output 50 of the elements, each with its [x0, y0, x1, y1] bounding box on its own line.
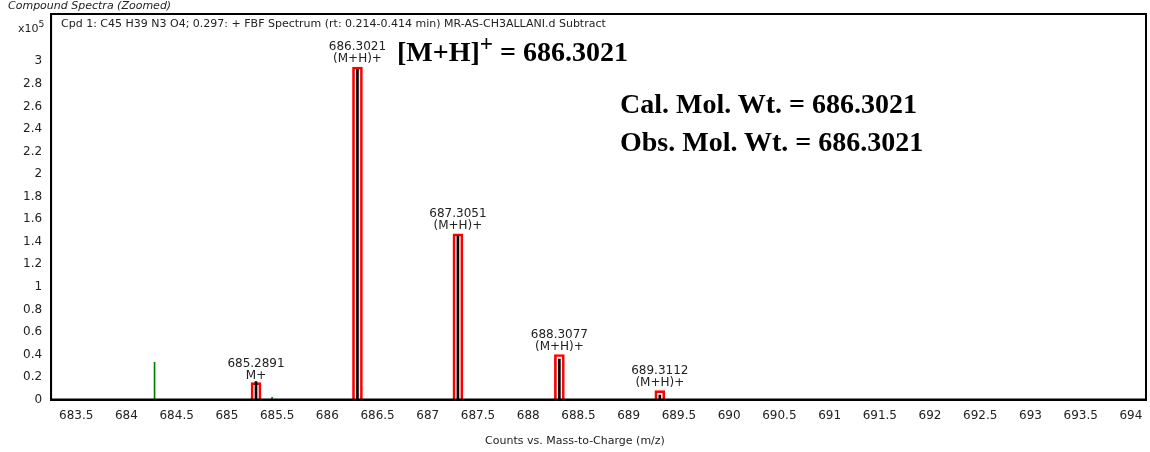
- y-tick-label: 2: [34, 166, 43, 181]
- x-tick-label: 693: [1019, 407, 1042, 422]
- annotation: 687.3051 (M+H)+: [429, 205, 487, 232]
- annotation: [M+H]$^{+}$ = 686.3021: [397, 30, 629, 69]
- x-tick-label: 683.5: [59, 407, 94, 422]
- x-tick-label: 688: [516, 407, 540, 422]
- x-tick-label: 691: [818, 407, 842, 422]
- x-tick-label: 685: [215, 407, 239, 422]
- x-tick-label: 687.5: [460, 407, 496, 422]
- y-tick-label: 1.2: [22, 256, 43, 271]
- x-tick-label: 689.5: [661, 407, 697, 422]
- x-tick-label: 684: [114, 407, 138, 422]
- y-tick-label: 2.6: [22, 98, 43, 113]
- x-tick-label: 689: [617, 407, 641, 422]
- y-tick-label: 0: [34, 391, 43, 406]
- chart-subtitle: Cpd 1: C45 H39 N3 O4; 0.297: + FBF Spectrum (rt: 0.214-0.414 min) MR-AS-CH3ALLANI.d Subtract: [61, 17, 606, 30]
- y-tick-label: 1.4: [22, 233, 43, 248]
- y-tick-label: 3: [34, 53, 43, 68]
- annotation: Obs. Mol. Wt. = 686.3021: [620, 126, 924, 158]
- x-tick-label: 686: [315, 407, 339, 422]
- x-tick-label: 694: [1119, 407, 1143, 422]
- x-tick-label: 686.5: [360, 407, 395, 422]
- y-tick-label: 2.2: [22, 143, 43, 158]
- x-tick-label: 692.5: [963, 407, 998, 422]
- x-tick-label: 690.5: [762, 407, 797, 422]
- annotation: 689.3112 (M+H)+: [631, 362, 689, 389]
- y-tick-label: 2.8: [22, 76, 43, 91]
- x-tick-label: 690: [717, 407, 741, 422]
- annotation: 686.3021 (M+H)+: [328, 39, 387, 66]
- x-tick-label: 688.5: [561, 407, 596, 422]
- annotation: 688.3077 (M+H)+: [530, 326, 588, 353]
- y-tick-label: 1.8: [22, 188, 43, 203]
- y-tick-label: 0.8: [22, 301, 43, 316]
- x-tick-label: 693.5: [1063, 407, 1098, 422]
- y-tick-label: 2.4: [22, 121, 43, 136]
- annotation: 685.2891 M+: [227, 355, 285, 382]
- y-tick-label: 1.6: [22, 211, 43, 226]
- x-tick-label: 692: [918, 407, 942, 422]
- y-tick-label: 1: [34, 278, 43, 293]
- y-tick-label: 0.4: [22, 346, 43, 361]
- x-tick-label: 691.5: [862, 407, 897, 422]
- x-tick-label: 684.5: [159, 407, 194, 422]
- x-tick-label: 685.5: [259, 407, 295, 422]
- chart-title: Compound Spectra (Zoomed): [8, 0, 172, 12]
- y-axis-title: x10$^{5}$: [18, 18, 45, 35]
- y-tick-label: 0.6: [22, 324, 43, 339]
- x-axis-title: Counts vs. Mass-to-Charge (m/z): [484, 434, 666, 447]
- y-tick-label: 0.2: [22, 369, 43, 384]
- annotation: Cal. Mol. Wt. = 686.3021: [620, 88, 917, 120]
- x-tick-label: 687: [416, 407, 440, 422]
